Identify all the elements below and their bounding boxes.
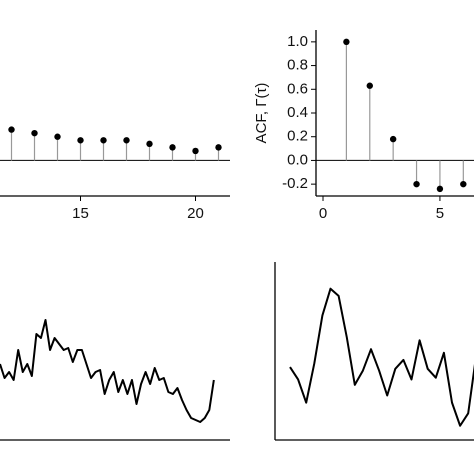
stem-dot [343,38,350,46]
stem-dot [169,144,176,151]
x-tick-label: 15 [72,205,89,222]
stem-dot [436,185,444,193]
line [0,319,215,423]
x-tick-label: 5 [436,205,444,222]
stem-dot [77,137,84,144]
y-tick-label: 1.0 [287,33,308,50]
stem-dot [460,180,467,188]
stem-dot [215,144,222,151]
stem-dot [389,135,397,143]
y-tick-label: -0.2 [282,175,308,192]
stem-dot [192,147,199,155]
y-tick-label: 0.2 [287,128,308,145]
stem-dot [413,180,420,188]
stem-dot [366,82,373,89]
line [289,287,474,427]
y-tick-label: 0.4 [287,104,308,121]
x-tick-label: 0 [319,205,327,222]
x-tick-label: 20 [187,205,204,222]
y-tick-label: 0.0 [287,151,308,168]
y-tick-label: 0.8 [287,57,308,74]
stem-dot [31,129,38,137]
stem-dot [54,133,61,140]
stem-dot [100,137,107,144]
stem-dot [8,126,15,133]
y-axis-label: ACF, Γ(τ) [253,83,270,144]
y-tick-label: 0.6 [287,80,308,97]
stem-dot [146,140,153,148]
stem-dot [123,137,130,144]
